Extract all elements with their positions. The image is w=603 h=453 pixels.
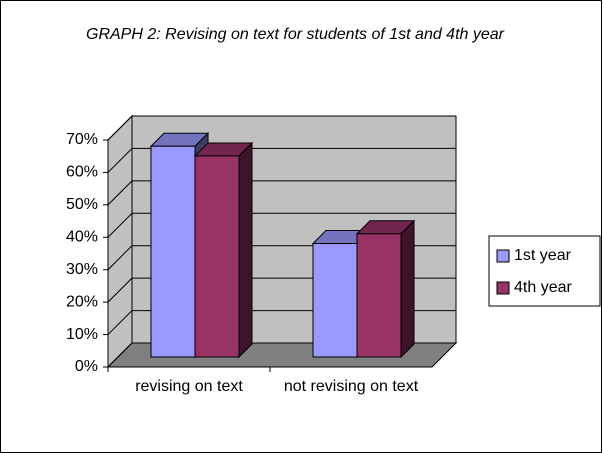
grid-line [107, 212, 133, 238]
y-tick-label: 20% [66, 293, 98, 310]
legend-swatch [496, 249, 510, 263]
bar [194, 155, 240, 358]
grid-line [107, 148, 133, 173]
bar-side [400, 219, 415, 359]
bar [356, 233, 402, 358]
x-tick-label: revising on text [135, 378, 243, 395]
bar [312, 243, 358, 358]
side-wall [107, 114, 133, 369]
y-tick-label: 10% [66, 326, 98, 343]
y-tick-label: 0% [75, 358, 98, 375]
grid-line [107, 180, 133, 206]
x-tick-label: not revising on text [283, 378, 419, 395]
grid-line [107, 342, 133, 368]
legend-swatch [496, 281, 510, 295]
grid-line [107, 245, 133, 271]
grid-line [107, 115, 133, 141]
grid-line [107, 277, 133, 303]
y-tick-label: 60% [66, 164, 98, 181]
legend-label: 4th year [514, 279, 572, 296]
chart-title: GRAPH 2: Revising on text for students o… [86, 26, 504, 43]
legend-label: 1st year [514, 247, 572, 264]
y-tick-label: 50% [66, 196, 98, 213]
bar [150, 145, 196, 358]
grid-line [107, 310, 133, 335]
y-tick-label: 70% [66, 131, 98, 148]
y-tick-label: 30% [66, 261, 98, 278]
bar-side [238, 141, 253, 359]
y-tick-label: 40% [66, 229, 98, 246]
